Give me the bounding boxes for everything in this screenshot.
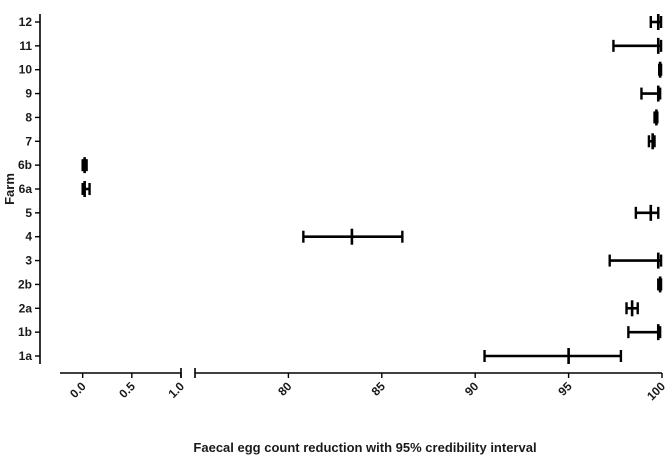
y-tick-label: 6a	[19, 182, 33, 196]
y-tick-label: 9	[25, 87, 32, 101]
y-tick-label: 1a	[19, 349, 33, 363]
y-tick-label: 6b	[18, 158, 32, 172]
y-tick-label: 11	[19, 39, 32, 53]
farm-interval-8	[653, 109, 659, 126]
y-tick-label: 8	[25, 110, 32, 124]
x-tick-label: 1.0	[165, 379, 187, 401]
farm-interval-12	[649, 14, 663, 30]
y-tick-label: 4	[25, 230, 32, 244]
farm-interval-6b	[81, 157, 88, 174]
x-tick-label: 0.0	[67, 379, 89, 401]
x-tick-label: 95	[555, 379, 575, 399]
y-tick-label: 3	[25, 254, 32, 268]
x-tick-label: 0.5	[116, 379, 138, 401]
farm-interval-6a	[81, 181, 91, 197]
y-tick-label: 7	[25, 134, 32, 148]
x-axis: 0.0 0.5 1.0 80 85 90 95 100	[60, 368, 667, 403]
y-tick-label: 5	[25, 206, 32, 220]
y-tick-label: 10	[19, 63, 33, 77]
y-axis-title: Farm	[2, 173, 17, 205]
farm-interval-1a	[483, 348, 623, 364]
x-tick-label: 85	[369, 379, 389, 399]
y-tick-label: 12	[19, 15, 33, 29]
y-tick-label: 1b	[18, 325, 32, 339]
y-axis: 1a 1b 2a 2b 3 4 5 6a 6b 7 8 9 10 11 12	[18, 14, 41, 364]
farm-interval-2b	[657, 276, 663, 293]
x-tick-label: 80	[275, 379, 295, 399]
farm-interval-5	[634, 204, 660, 221]
farm-interval-10	[657, 61, 663, 78]
farm-interval-3	[608, 252, 663, 269]
farm-interval-4	[302, 228, 404, 245]
x-tick-label: 90	[462, 379, 482, 399]
farm-interval-1b	[627, 324, 662, 341]
y-tick-label: 2a	[19, 301, 33, 315]
y-tick-label: 2b	[18, 277, 32, 291]
farm-interval-11	[612, 37, 663, 54]
farm-interval-9	[640, 85, 662, 102]
farm-interval-2a	[625, 300, 639, 317]
farm-interval-7	[647, 133, 656, 150]
x-tick-label: 100	[644, 379, 667, 403]
x-axis-title: Faecal egg count reduction with 95% cred…	[193, 440, 536, 455]
plot-marks	[81, 14, 663, 364]
